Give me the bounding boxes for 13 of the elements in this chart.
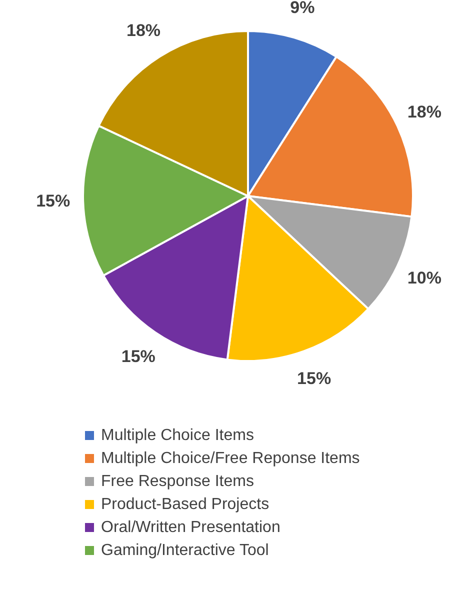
data-label: 15% [121,346,156,366]
data-label: 10% [407,268,442,288]
legend-label: Multiple Choice Items [101,427,254,444]
data-label: 15% [297,368,332,388]
data-label: 18% [407,102,442,122]
data-label: 15% [36,192,70,211]
legend-label: Free Response Items [101,473,254,490]
legend-label: Oral/Written Presentation [101,519,280,536]
legend-label: Gaming/Interactive Tool [101,542,269,560]
data-label: 18% [126,20,161,40]
legend-label: Multiple Choice/Free Reponse Items [101,450,360,468]
legend-label: Product-Based Projects [101,496,270,514]
data-label: 9% [290,0,315,18]
